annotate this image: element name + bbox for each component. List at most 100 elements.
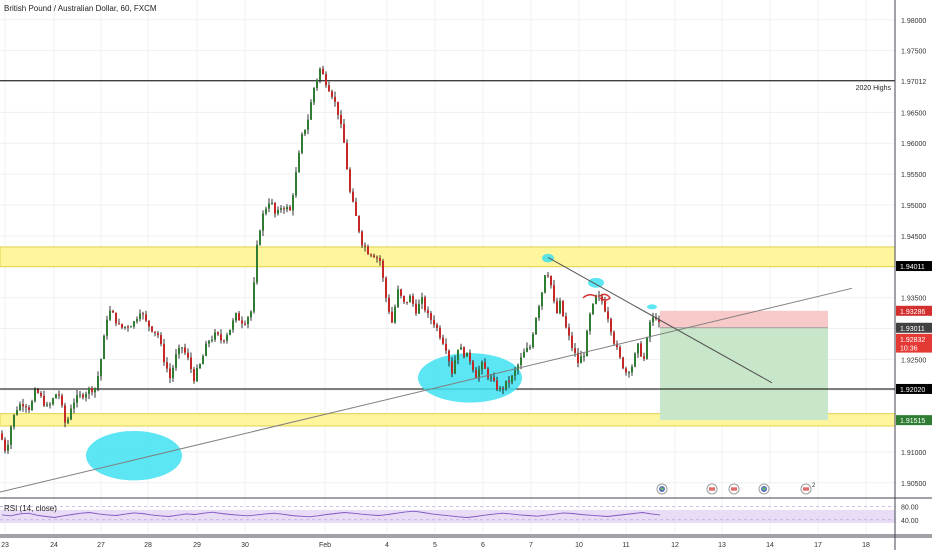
candle-body	[397, 289, 399, 307]
candle-body	[280, 208, 282, 210]
candle-body	[136, 319, 138, 322]
candle-body	[4, 439, 6, 451]
x-tick-label: 14	[766, 542, 774, 549]
candle-body	[181, 347, 183, 349]
economic-events[interactable]: 2	[656, 483, 816, 495]
candle-body	[67, 419, 69, 423]
candle-body	[391, 311, 393, 323]
candle-body	[466, 352, 468, 357]
candle-body	[556, 301, 558, 314]
candle-body	[646, 337, 648, 359]
y-tick-label: 1.91000	[901, 450, 926, 457]
candle-body	[418, 303, 420, 314]
candle-body	[493, 377, 495, 381]
candle-body	[253, 282, 255, 312]
candle-body	[331, 91, 333, 97]
candle-body	[37, 389, 39, 393]
candle-body	[265, 208, 267, 214]
candle-body	[463, 347, 465, 357]
price-label-bg	[896, 261, 932, 272]
candle-body	[613, 332, 615, 344]
candle-body	[376, 257, 378, 259]
candle-body	[472, 361, 474, 370]
candle-body	[220, 334, 222, 341]
globe-icon[interactable]	[758, 483, 770, 495]
highlight-ellipses	[86, 253, 657, 481]
candle-body	[151, 326, 153, 332]
highlight-ellipse-2	[542, 253, 554, 263]
candle-body	[142, 313, 144, 315]
y-tick-label: 1.96000	[901, 141, 926, 148]
candle-body	[58, 394, 60, 396]
candle-body	[319, 68, 321, 80]
x-tick-label: 28	[144, 542, 152, 549]
x-tick-label: 5	[433, 542, 437, 549]
candle-body	[451, 361, 453, 374]
candle-body	[145, 314, 147, 321]
candle-body	[349, 169, 351, 192]
candle-body	[364, 245, 366, 247]
candle-body	[271, 202, 273, 204]
highlight-ellipse-1	[418, 353, 522, 403]
candle-body	[193, 368, 195, 382]
symbol-title: British Pound / Australian Dollar, 60, F…	[4, 4, 157, 13]
price-label: 10:36	[900, 346, 918, 353]
candle-body	[607, 311, 609, 319]
globe-icon[interactable]	[656, 483, 668, 495]
candle-body	[652, 317, 654, 323]
candle-body	[31, 401, 33, 410]
candle-body	[172, 367, 174, 379]
candle-body	[157, 332, 159, 336]
candle-body	[40, 392, 42, 396]
candle-body	[334, 96, 336, 102]
flag-icon[interactable]	[728, 483, 740, 495]
candle-body	[394, 306, 396, 323]
candle-body	[307, 119, 309, 130]
candle-body	[358, 215, 360, 232]
x-tick-label: Feb	[319, 542, 331, 549]
candle-body	[43, 395, 45, 406]
candle-body	[124, 326, 126, 328]
candle-body	[97, 376, 99, 388]
candle-body	[532, 334, 534, 348]
flag-icon[interactable]	[706, 483, 718, 495]
candle-body	[580, 356, 582, 364]
candle-body	[529, 347, 531, 349]
candle-body	[595, 295, 597, 304]
rsi-line	[1, 510, 661, 518]
candle-body	[211, 339, 213, 341]
candle-body	[415, 303, 417, 314]
candle-body	[292, 195, 294, 211]
candle-body	[445, 343, 447, 351]
candle-body	[19, 404, 21, 411]
candle-body	[325, 74, 327, 86]
candle-body	[616, 343, 618, 348]
candle-body	[388, 297, 390, 312]
trendlines	[0, 257, 853, 493]
candle-body	[619, 347, 621, 358]
candle-body	[634, 353, 636, 367]
candle-body	[217, 332, 219, 335]
y-tick-label: 1.94500	[901, 234, 926, 241]
candle-body	[25, 406, 27, 408]
candle-body	[658, 319, 660, 323]
candle-body	[631, 366, 633, 373]
candle-body	[370, 254, 372, 256]
candle-body	[313, 87, 315, 103]
candle-body	[229, 329, 231, 335]
price-label: 1.93011	[900, 326, 925, 333]
short-position-tool[interactable]	[660, 310, 828, 421]
candle-body	[649, 322, 651, 338]
candle-body	[535, 318, 537, 335]
candle-body	[583, 356, 585, 358]
highlight-ellipse-0	[86, 430, 182, 481]
candle-body	[355, 201, 357, 216]
candle-body	[412, 295, 414, 304]
candle-body	[289, 207, 291, 211]
candle-body	[199, 364, 201, 369]
flag-icon[interactable]: 2	[800, 483, 816, 495]
candle-body	[610, 318, 612, 333]
